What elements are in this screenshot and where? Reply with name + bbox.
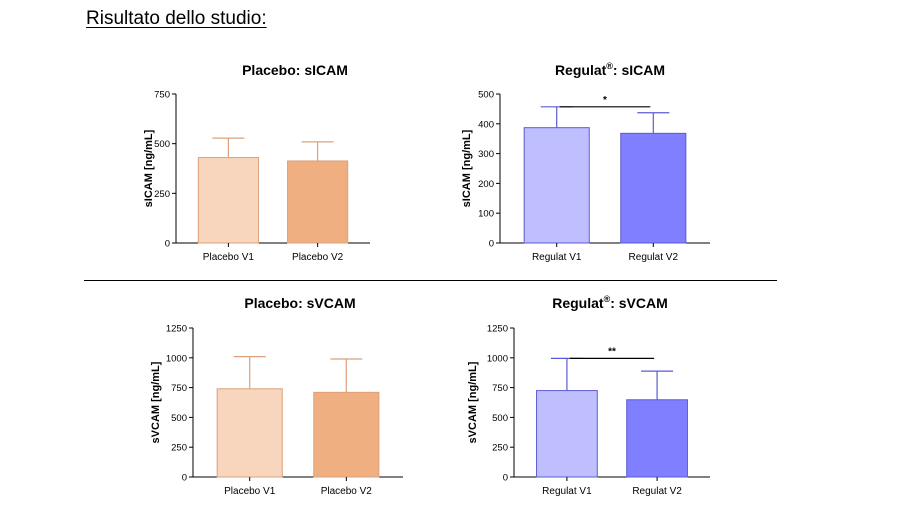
y-tick-label: 750 xyxy=(492,383,508,394)
y-axis-label: sICAM [ng/mL] xyxy=(143,129,155,207)
y-tick-label: 500 xyxy=(492,413,508,424)
x-tick-label: Regulat V2 xyxy=(632,486,682,497)
x-tick-label: Regulat V1 xyxy=(542,486,592,497)
y-tick-label: 1000 xyxy=(487,353,508,364)
y-tick-label: 250 xyxy=(154,189,170,200)
y-tick-label: 0 xyxy=(182,473,187,484)
bar xyxy=(523,127,590,244)
y-tick-label: 500 xyxy=(171,413,187,424)
y-tick-label: 1000 xyxy=(166,353,187,364)
y-tick-label: 250 xyxy=(171,443,187,454)
bar xyxy=(216,388,283,478)
y-tick-label: 500 xyxy=(154,139,170,150)
bar xyxy=(626,399,688,478)
y-tick-label: 500 xyxy=(478,90,494,101)
bar xyxy=(313,391,380,478)
y-tick-label: 200 xyxy=(478,179,494,190)
y-axis-label: sVCAM [ng/mL] xyxy=(150,361,162,443)
chart-title: Placebo: sICAM xyxy=(242,62,348,78)
page-title: Risultato dello studio: xyxy=(86,8,267,29)
bar xyxy=(620,132,687,244)
x-tick-label: Regulat V2 xyxy=(629,252,679,263)
significance-label: ** xyxy=(608,346,616,357)
y-axis-label: sICAM [ng/mL] xyxy=(461,129,473,207)
y-tick-label: 300 xyxy=(478,149,494,160)
y-tick-label: 750 xyxy=(154,90,170,101)
y-tick-label: 0 xyxy=(489,239,494,250)
y-tick-label: 1250 xyxy=(166,324,187,335)
bar xyxy=(197,157,259,244)
chart-title: Placebo: sVCAM xyxy=(244,295,355,311)
x-tick-label: Placebo V2 xyxy=(292,252,344,263)
section-divider xyxy=(84,280,777,281)
x-tick-label: Placebo V1 xyxy=(203,252,255,263)
y-tick-label: 0 xyxy=(165,239,170,250)
chart-title: Regulat®: sVCAM xyxy=(552,294,668,311)
y-tick-label: 400 xyxy=(478,119,494,130)
y-tick-label: 250 xyxy=(492,443,508,454)
y-tick-label: 0 xyxy=(503,473,508,484)
y-tick-label: 750 xyxy=(171,383,187,394)
y-axis-label: sVCAM [ng/mL] xyxy=(467,361,479,443)
chart-title: Regulat®: sICAM xyxy=(555,61,665,78)
y-tick-label: 1250 xyxy=(487,324,508,335)
x-tick-label: Regulat V1 xyxy=(532,252,582,263)
x-tick-label: Placebo V1 xyxy=(224,486,276,497)
y-tick-label: 100 xyxy=(478,209,494,220)
bar xyxy=(536,390,598,478)
x-tick-label: Placebo V2 xyxy=(321,486,373,497)
significance-label: * xyxy=(603,95,607,106)
